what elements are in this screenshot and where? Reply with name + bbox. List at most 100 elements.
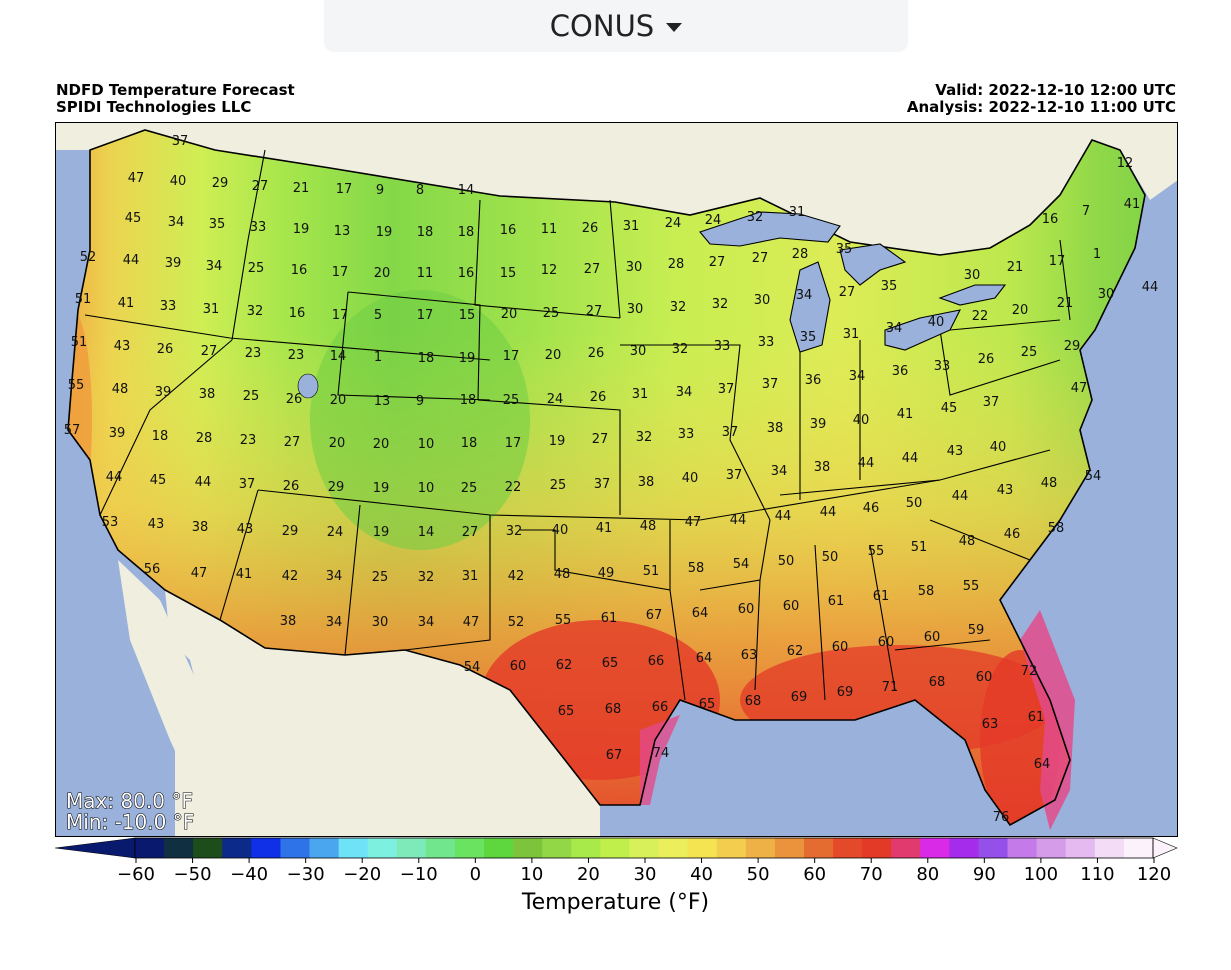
temperature-label: 40 [552,523,569,538]
colorbar-swatches [55,837,1178,859]
temperature-label: 41 [236,567,253,582]
temperature-label: 68 [929,675,946,690]
temperature-label: 26 [590,390,607,405]
temperature-label: 48 [959,534,976,549]
region-selector[interactable]: CONUS [324,0,908,52]
temperature-label: 17 [332,308,349,323]
temperature-label: 40 [853,413,870,428]
colorbar-tick-label: 110 [1080,864,1114,885]
us-outline [67,129,1146,827]
temperature-label: 19 [459,351,476,366]
temperature-label: 19 [376,225,393,240]
temperature-label: 27 [252,179,269,194]
temperature-label: 35 [209,217,226,232]
temperature-label: 27 [709,255,726,270]
temperature-label: 34 [676,385,693,400]
colorbar-swatch [687,838,718,858]
temperature-label: 31 [203,302,220,317]
temperature-label: 25 [243,389,260,404]
temperature-label: 32 [672,342,689,357]
temperature-label: 23 [245,346,262,361]
colorbar-swatch [222,838,252,858]
temperature-label: 39 [165,256,182,271]
temperature-label: 61 [601,611,618,626]
temperature-label: 18 [458,225,475,240]
temperature-label: 32 [418,570,435,585]
temperature-label: 69 [791,690,808,705]
temperature-label: 60 [832,640,849,655]
temperature-label: 40 [682,471,699,486]
temperature-label: 34 [168,215,185,230]
temperature-label: 59 [968,623,985,638]
colorbar-tick-label: −50 [174,864,212,885]
temperature-label: 41 [897,407,914,422]
temperature-label: 35 [881,279,898,294]
temperature-label: 58 [1048,521,1065,536]
temperature-label: 38 [280,614,297,629]
temperature-label: 74 [653,746,670,761]
colorbar-frame [134,837,1154,859]
colorbar-swatch [803,838,834,858]
colorbar-swatch [1123,838,1154,858]
temperature-label: 17 [417,308,434,323]
max-value: Max: 80.0 °F [66,789,193,813]
temperature-label: 46 [1004,527,1021,542]
temperature-label: 18 [461,436,478,451]
temperature-label: 17 [505,436,522,451]
temperature-label: 65 [558,704,575,719]
colorbar-tick-label: 10 [520,864,543,885]
temperature-label: 19 [373,525,390,540]
temperature-label: 68 [745,694,762,709]
colorbar-swatch [193,838,223,858]
temperature-label: 43 [947,444,964,459]
temperature-label: 32 [670,300,687,315]
temperature-label: 58 [688,561,705,576]
region-selector-label: CONUS [549,9,655,43]
colorbar-swatch [774,838,805,858]
colorbar-swatch [745,838,776,858]
temperature-label: 67 [646,608,663,623]
temperature-label: 1 [1093,247,1101,262]
temperature-label: 29 [212,176,229,191]
temperature-label: 20 [373,437,390,452]
temperature-label: 20 [374,266,391,281]
temperature-label: 37 [239,477,256,492]
temperature-label: 17 [503,349,520,364]
colorbar-swatch [1036,838,1067,858]
temperature-label: 24 [327,525,344,540]
temperature-label: 16 [291,263,308,278]
temperature-label: 48 [112,382,129,397]
temperature-label: 45 [150,473,167,488]
temperature-label: 31 [623,219,640,234]
temperature-label: 27 [592,432,609,447]
colorbar-swatch [658,838,689,858]
temperature-label: 40 [990,440,1007,455]
temperature-label: 21 [1057,296,1074,311]
temperature-label: 38 [199,387,216,402]
temperature-label: 47 [463,615,480,630]
temperature-label: 35 [800,330,817,345]
temperature-label: 44 [820,505,837,520]
atlantic-coastal-warm-band [1020,610,1075,830]
colorbar-tick-label: 80 [916,864,939,885]
temperature-label: 62 [787,644,804,659]
temperature-label: 51 [643,564,660,579]
temperature-label: 37 [718,382,735,397]
temperature-label: 18 [460,393,477,408]
temperature-label: 57 [64,423,81,438]
mexico-landmass [165,590,600,837]
colorbar-swatch [454,838,485,858]
temperature-label: 30 [626,260,643,275]
temperature-label: 25 [550,478,567,493]
canada-landmass [55,122,1178,255]
temperature-label: 33 [160,299,177,314]
temperature-label: 44 [1142,280,1159,295]
map-source: SPIDI Technologies LLC [56,98,252,116]
temperature-label: 43 [997,483,1014,498]
temperature-label: 37 [172,134,189,149]
colorbar-swatch [1094,838,1125,858]
temperature-label: 26 [588,346,605,361]
temperature-label: 32 [636,430,653,445]
temperature-label: 34 [206,259,223,274]
